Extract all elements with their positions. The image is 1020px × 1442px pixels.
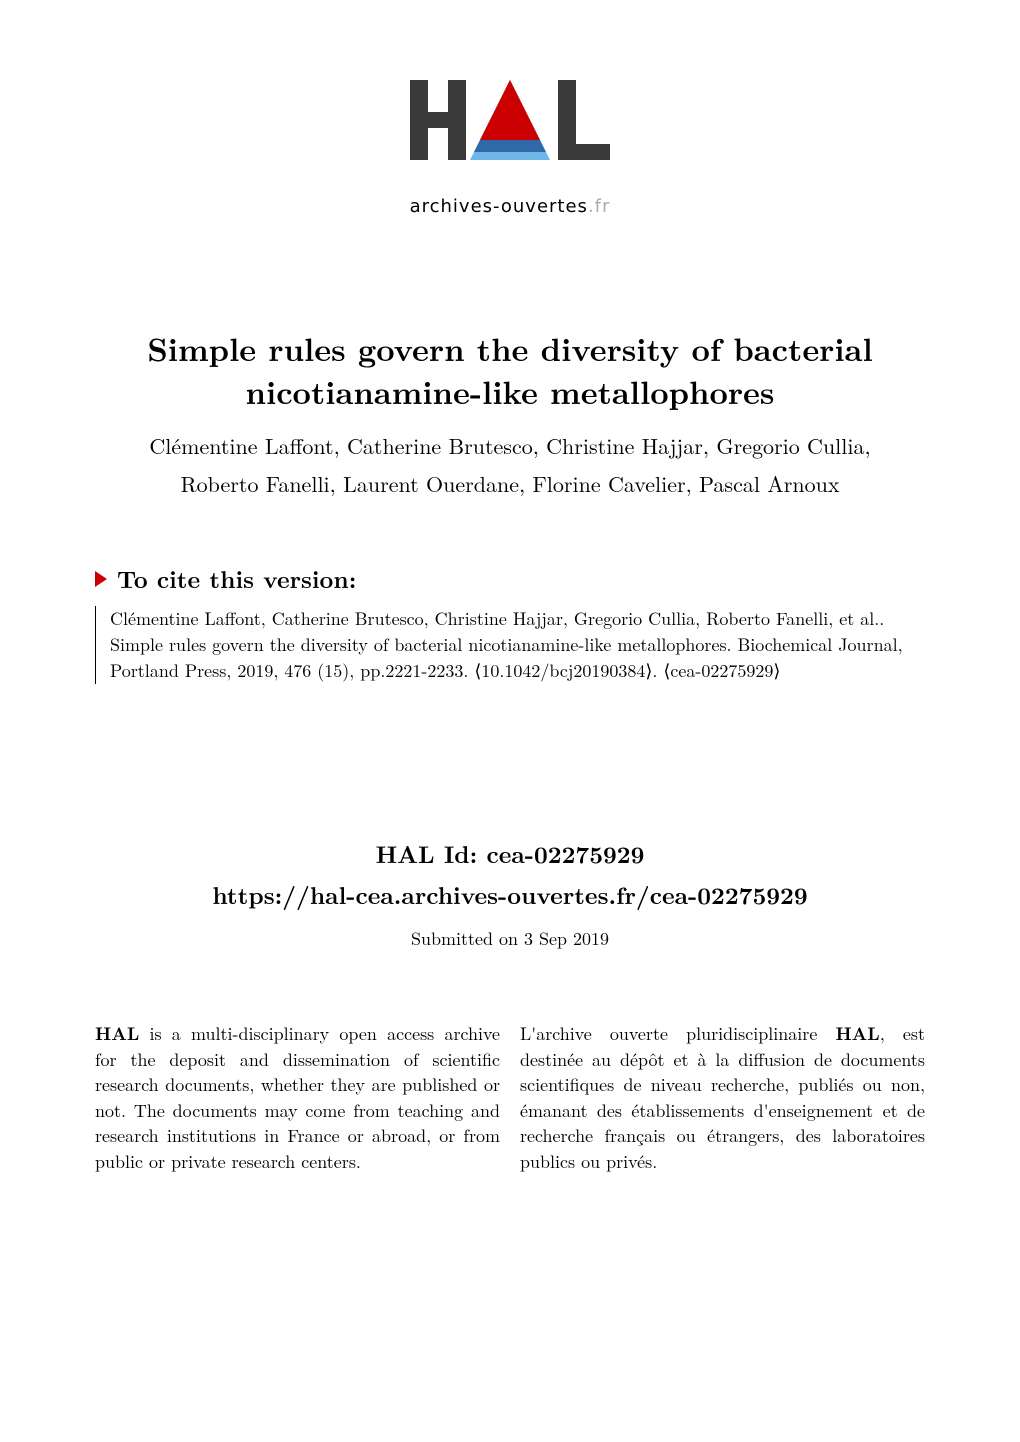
triangle-right-icon [95,571,107,587]
column-left: HAL is a multi-disciplinary open access … [95,1021,500,1174]
page: archives-ouvertes.fr Simple rules govern… [0,0,1020,1442]
col-left-text: is a multi-disciplinary open access arch… [95,1021,500,1174]
col-right-bold: HAL [835,1021,879,1046]
submitted-date: Submitted on 3 Sep 2019 [95,926,925,951]
hal-logo [400,70,620,190]
paper-title: Simple rules govern the diversity of bac… [115,327,905,413]
cite-body: Clémentine Laffont, Catherine Brutesco, … [95,606,925,684]
hal-id: HAL Id: cea-02275929 [95,834,925,875]
column-right: L'archive ouverte pluridisciplinaire HAL… [520,1021,925,1174]
cite-heading: To cite this version: [117,562,356,596]
cite-heading-row: To cite this version: [95,562,925,596]
cite-block: To cite this version: Clémentine Laffont… [95,562,925,684]
hal-url[interactable]: https://hal-cea.archives-ouvertes.fr/cea… [95,875,925,916]
hal-logo-block: archives-ouvertes.fr [95,70,925,217]
hal-logo-caption: archives-ouvertes.fr [410,196,611,217]
logo-text-main: archives-ouvertes [410,196,588,217]
col-left-bold: HAL [95,1021,139,1046]
logo-text-suffix: .fr [588,196,610,217]
col-right-pre: L'archive ouverte pluridisciplinaire [520,1021,835,1046]
description-columns: HAL is a multi-disciplinary open access … [95,1021,925,1174]
paper-authors: Clémentine Laffont, Catherine Brutesco, … [115,427,905,502]
hal-id-block: HAL Id: cea-02275929 https://hal-cea.arc… [95,834,925,916]
